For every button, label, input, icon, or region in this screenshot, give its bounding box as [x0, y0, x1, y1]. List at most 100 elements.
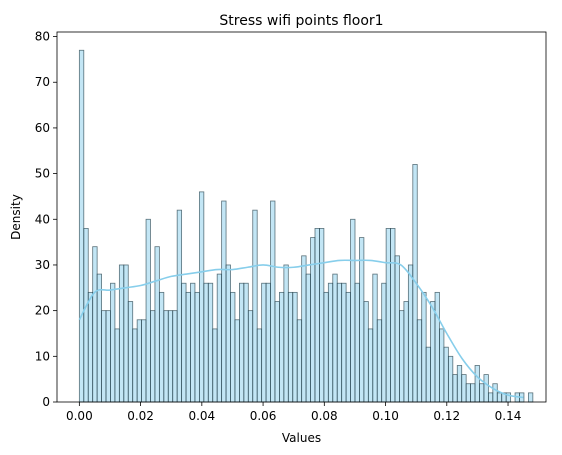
kde-line	[78, 259, 524, 399]
histogram-bar	[319, 228, 325, 403]
histogram-bar	[136, 319, 142, 403]
y-tick-label: 0	[42, 395, 50, 409]
histogram-bar	[270, 200, 276, 403]
histogram-bar	[479, 383, 485, 403]
histogram-bar	[216, 273, 223, 403]
histogram-bar	[487, 392, 494, 403]
histogram-bar	[434, 291, 440, 403]
histogram-bar	[203, 282, 209, 403]
histogram-bar	[132, 328, 138, 403]
histogram-bar	[483, 374, 489, 403]
x-tick-label: 0.00	[66, 409, 93, 423]
histogram-bar	[381, 282, 387, 403]
histogram-bar	[181, 282, 187, 403]
plot-frame	[56, 31, 547, 403]
histogram-bar	[158, 291, 165, 403]
histogram-bar	[385, 228, 391, 403]
histogram-bar	[163, 310, 169, 403]
histogram-bar	[101, 310, 107, 403]
histogram-bar	[292, 291, 298, 403]
histogram-bar	[150, 310, 156, 403]
histogram-bar	[323, 291, 329, 403]
histogram-bar	[305, 273, 311, 403]
histogram-bar	[221, 200, 227, 403]
x-tick-label: 0.12	[433, 409, 460, 423]
histogram-bar	[207, 282, 214, 403]
histogram-bar	[496, 392, 503, 403]
histogram-bar	[403, 301, 409, 403]
histogram-bar	[252, 209, 258, 403]
histogram-bar	[118, 264, 125, 403]
histogram-bar	[234, 319, 240, 403]
y-tick-label: 20	[35, 304, 50, 318]
histogram-bar	[527, 392, 534, 403]
histogram-bar	[194, 291, 200, 403]
x-axis-label: Values	[282, 431, 321, 445]
histogram-bar	[261, 282, 267, 403]
histogram-bar	[247, 310, 254, 403]
histogram-bar	[314, 228, 320, 403]
histogram-bar	[83, 228, 89, 403]
y-axis: 0 10 20 30 40 50 60 70 80	[35, 30, 57, 409]
histogram-bar	[110, 282, 116, 403]
histogram-bar	[141, 319, 147, 403]
histogram-bar	[87, 291, 94, 403]
histogram-bar	[372, 273, 378, 403]
histogram-bar	[127, 301, 134, 403]
histogram-bar	[367, 328, 374, 403]
y-axis-label: Density	[9, 194, 23, 240]
histogram-bar	[190, 282, 196, 403]
y-tick-label: 60	[35, 121, 50, 135]
histogram-bar	[114, 328, 120, 403]
y-tick-label: 50	[35, 167, 50, 181]
histogram-bar	[443, 346, 449, 403]
histogram-bar	[376, 319, 383, 403]
y-tick-label: 80	[35, 30, 50, 44]
histogram-bar	[363, 301, 369, 403]
histogram-bar	[78, 49, 85, 403]
histogram-bar	[394, 255, 400, 403]
histogram-bar	[359, 237, 365, 403]
histogram-bar	[296, 319, 303, 403]
histogram-bar	[256, 328, 263, 403]
histogram-bar	[198, 191, 205, 403]
histogram-bar	[470, 383, 476, 403]
histogram-bar	[239, 282, 245, 403]
y-tick-label: 40	[35, 212, 50, 226]
histogram-bar	[447, 355, 454, 403]
histogram-bar	[287, 291, 294, 403]
histogram-bar	[154, 246, 160, 403]
y-tick-label: 10	[35, 349, 50, 363]
histogram-bar	[274, 301, 280, 403]
histogram-bar	[354, 282, 360, 403]
histogram-bar	[336, 282, 343, 403]
histogram-bar	[416, 319, 423, 403]
histogram-bar	[474, 365, 480, 403]
histogram-bar	[265, 282, 271, 403]
x-tick-label: 0.02	[127, 409, 154, 423]
chart-title: Stress wifi points floor1	[219, 13, 383, 29]
histogram-bar	[283, 264, 289, 403]
histogram-bar	[167, 310, 174, 403]
histogram-bars	[78, 49, 534, 403]
histogram-bar	[452, 374, 458, 403]
histogram-bar	[465, 383, 472, 403]
y-tick-label: 30	[35, 258, 50, 272]
x-tick-label: 0.08	[311, 409, 338, 423]
x-axis: 0.00 0.02 0.04 0.06 0.08 0.10 0.12 0.14	[66, 402, 521, 423]
histogram-bar	[461, 374, 467, 403]
histogram-bar	[225, 264, 231, 403]
histogram-bar	[430, 301, 436, 403]
histogram-bar	[176, 209, 183, 403]
histogram-bar	[145, 218, 151, 403]
histogram-bar	[492, 383, 498, 403]
histogram-bar	[279, 291, 285, 403]
histogram-bar	[332, 273, 338, 403]
histogram-bar	[172, 310, 178, 403]
x-tick-label: 0.10	[372, 409, 399, 423]
x-tick-label: 0.04	[188, 409, 215, 423]
histogram-bar	[123, 264, 129, 403]
histogram-bar	[327, 282, 334, 403]
x-tick-label: 0.14	[495, 409, 522, 423]
